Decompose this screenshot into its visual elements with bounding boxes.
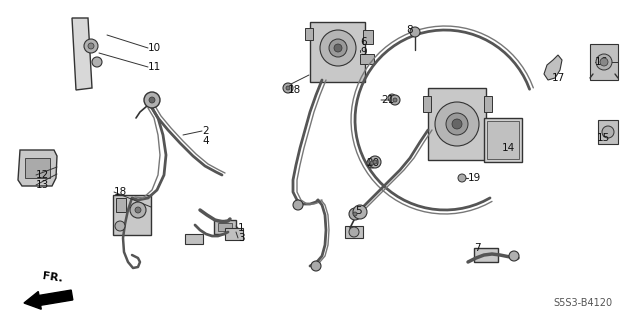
Bar: [363, 30, 373, 44]
Text: 20: 20: [366, 158, 379, 168]
Circle shape: [509, 251, 519, 261]
Circle shape: [311, 261, 321, 271]
Bar: [423, 96, 431, 112]
Circle shape: [286, 86, 290, 90]
Circle shape: [353, 212, 357, 216]
Circle shape: [320, 30, 356, 66]
Bar: [484, 96, 492, 112]
Circle shape: [329, 39, 347, 57]
Bar: [428, 88, 486, 160]
FancyArrow shape: [24, 290, 73, 309]
Text: 15: 15: [597, 133, 611, 143]
Text: 14: 14: [502, 143, 515, 153]
Bar: [598, 120, 618, 144]
Circle shape: [388, 94, 396, 102]
Circle shape: [393, 98, 397, 102]
Bar: [218, 223, 232, 231]
Text: 12: 12: [36, 170, 49, 180]
Circle shape: [293, 200, 303, 210]
Text: 2: 2: [202, 126, 209, 136]
Polygon shape: [72, 18, 92, 90]
Text: 17: 17: [552, 73, 565, 83]
Text: 18: 18: [288, 85, 301, 95]
Text: 4: 4: [202, 136, 209, 146]
Polygon shape: [18, 150, 57, 186]
Bar: [345, 226, 363, 238]
Text: 6: 6: [360, 37, 367, 47]
Circle shape: [367, 158, 377, 168]
Circle shape: [600, 58, 608, 66]
Bar: [116, 198, 126, 212]
Text: 3: 3: [238, 233, 244, 243]
Bar: [225, 228, 243, 240]
Circle shape: [446, 113, 468, 135]
Circle shape: [349, 208, 361, 220]
Polygon shape: [544, 55, 562, 80]
Circle shape: [283, 83, 293, 93]
Bar: [487, 121, 519, 159]
Bar: [305, 28, 313, 40]
Bar: [484, 118, 522, 162]
Text: FR.: FR.: [42, 271, 64, 284]
Circle shape: [353, 205, 367, 219]
Circle shape: [149, 97, 155, 103]
Circle shape: [135, 207, 141, 213]
Text: 21: 21: [381, 95, 394, 105]
Circle shape: [458, 174, 466, 182]
Circle shape: [334, 44, 342, 52]
Text: 19: 19: [468, 173, 481, 183]
Circle shape: [602, 126, 614, 138]
Circle shape: [390, 95, 400, 105]
Circle shape: [435, 102, 479, 146]
Circle shape: [410, 27, 420, 37]
Circle shape: [452, 119, 462, 129]
Text: 10: 10: [148, 43, 161, 53]
Bar: [113, 195, 151, 235]
Text: 9: 9: [360, 47, 367, 57]
Text: 16: 16: [595, 57, 608, 67]
Circle shape: [596, 54, 612, 70]
Text: 18: 18: [114, 187, 127, 197]
Bar: [474, 248, 498, 262]
Circle shape: [373, 160, 377, 164]
Bar: [214, 220, 236, 234]
Text: 13: 13: [36, 180, 49, 190]
Bar: [185, 234, 203, 244]
Circle shape: [88, 43, 94, 49]
Text: 5: 5: [355, 206, 362, 216]
Text: 8: 8: [406, 25, 413, 35]
Circle shape: [144, 92, 160, 108]
Circle shape: [115, 221, 125, 231]
Circle shape: [92, 57, 102, 67]
Text: S5S3-B4120: S5S3-B4120: [553, 298, 612, 308]
Bar: [590, 44, 618, 80]
Text: 11: 11: [148, 62, 161, 72]
Bar: [25, 158, 50, 178]
Circle shape: [369, 156, 381, 168]
Text: 7: 7: [474, 243, 481, 253]
Circle shape: [84, 39, 98, 53]
Text: 1: 1: [238, 223, 244, 233]
Circle shape: [349, 227, 359, 237]
Bar: [310, 22, 365, 82]
Circle shape: [130, 202, 146, 218]
Circle shape: [370, 161, 374, 165]
Bar: [360, 54, 374, 64]
